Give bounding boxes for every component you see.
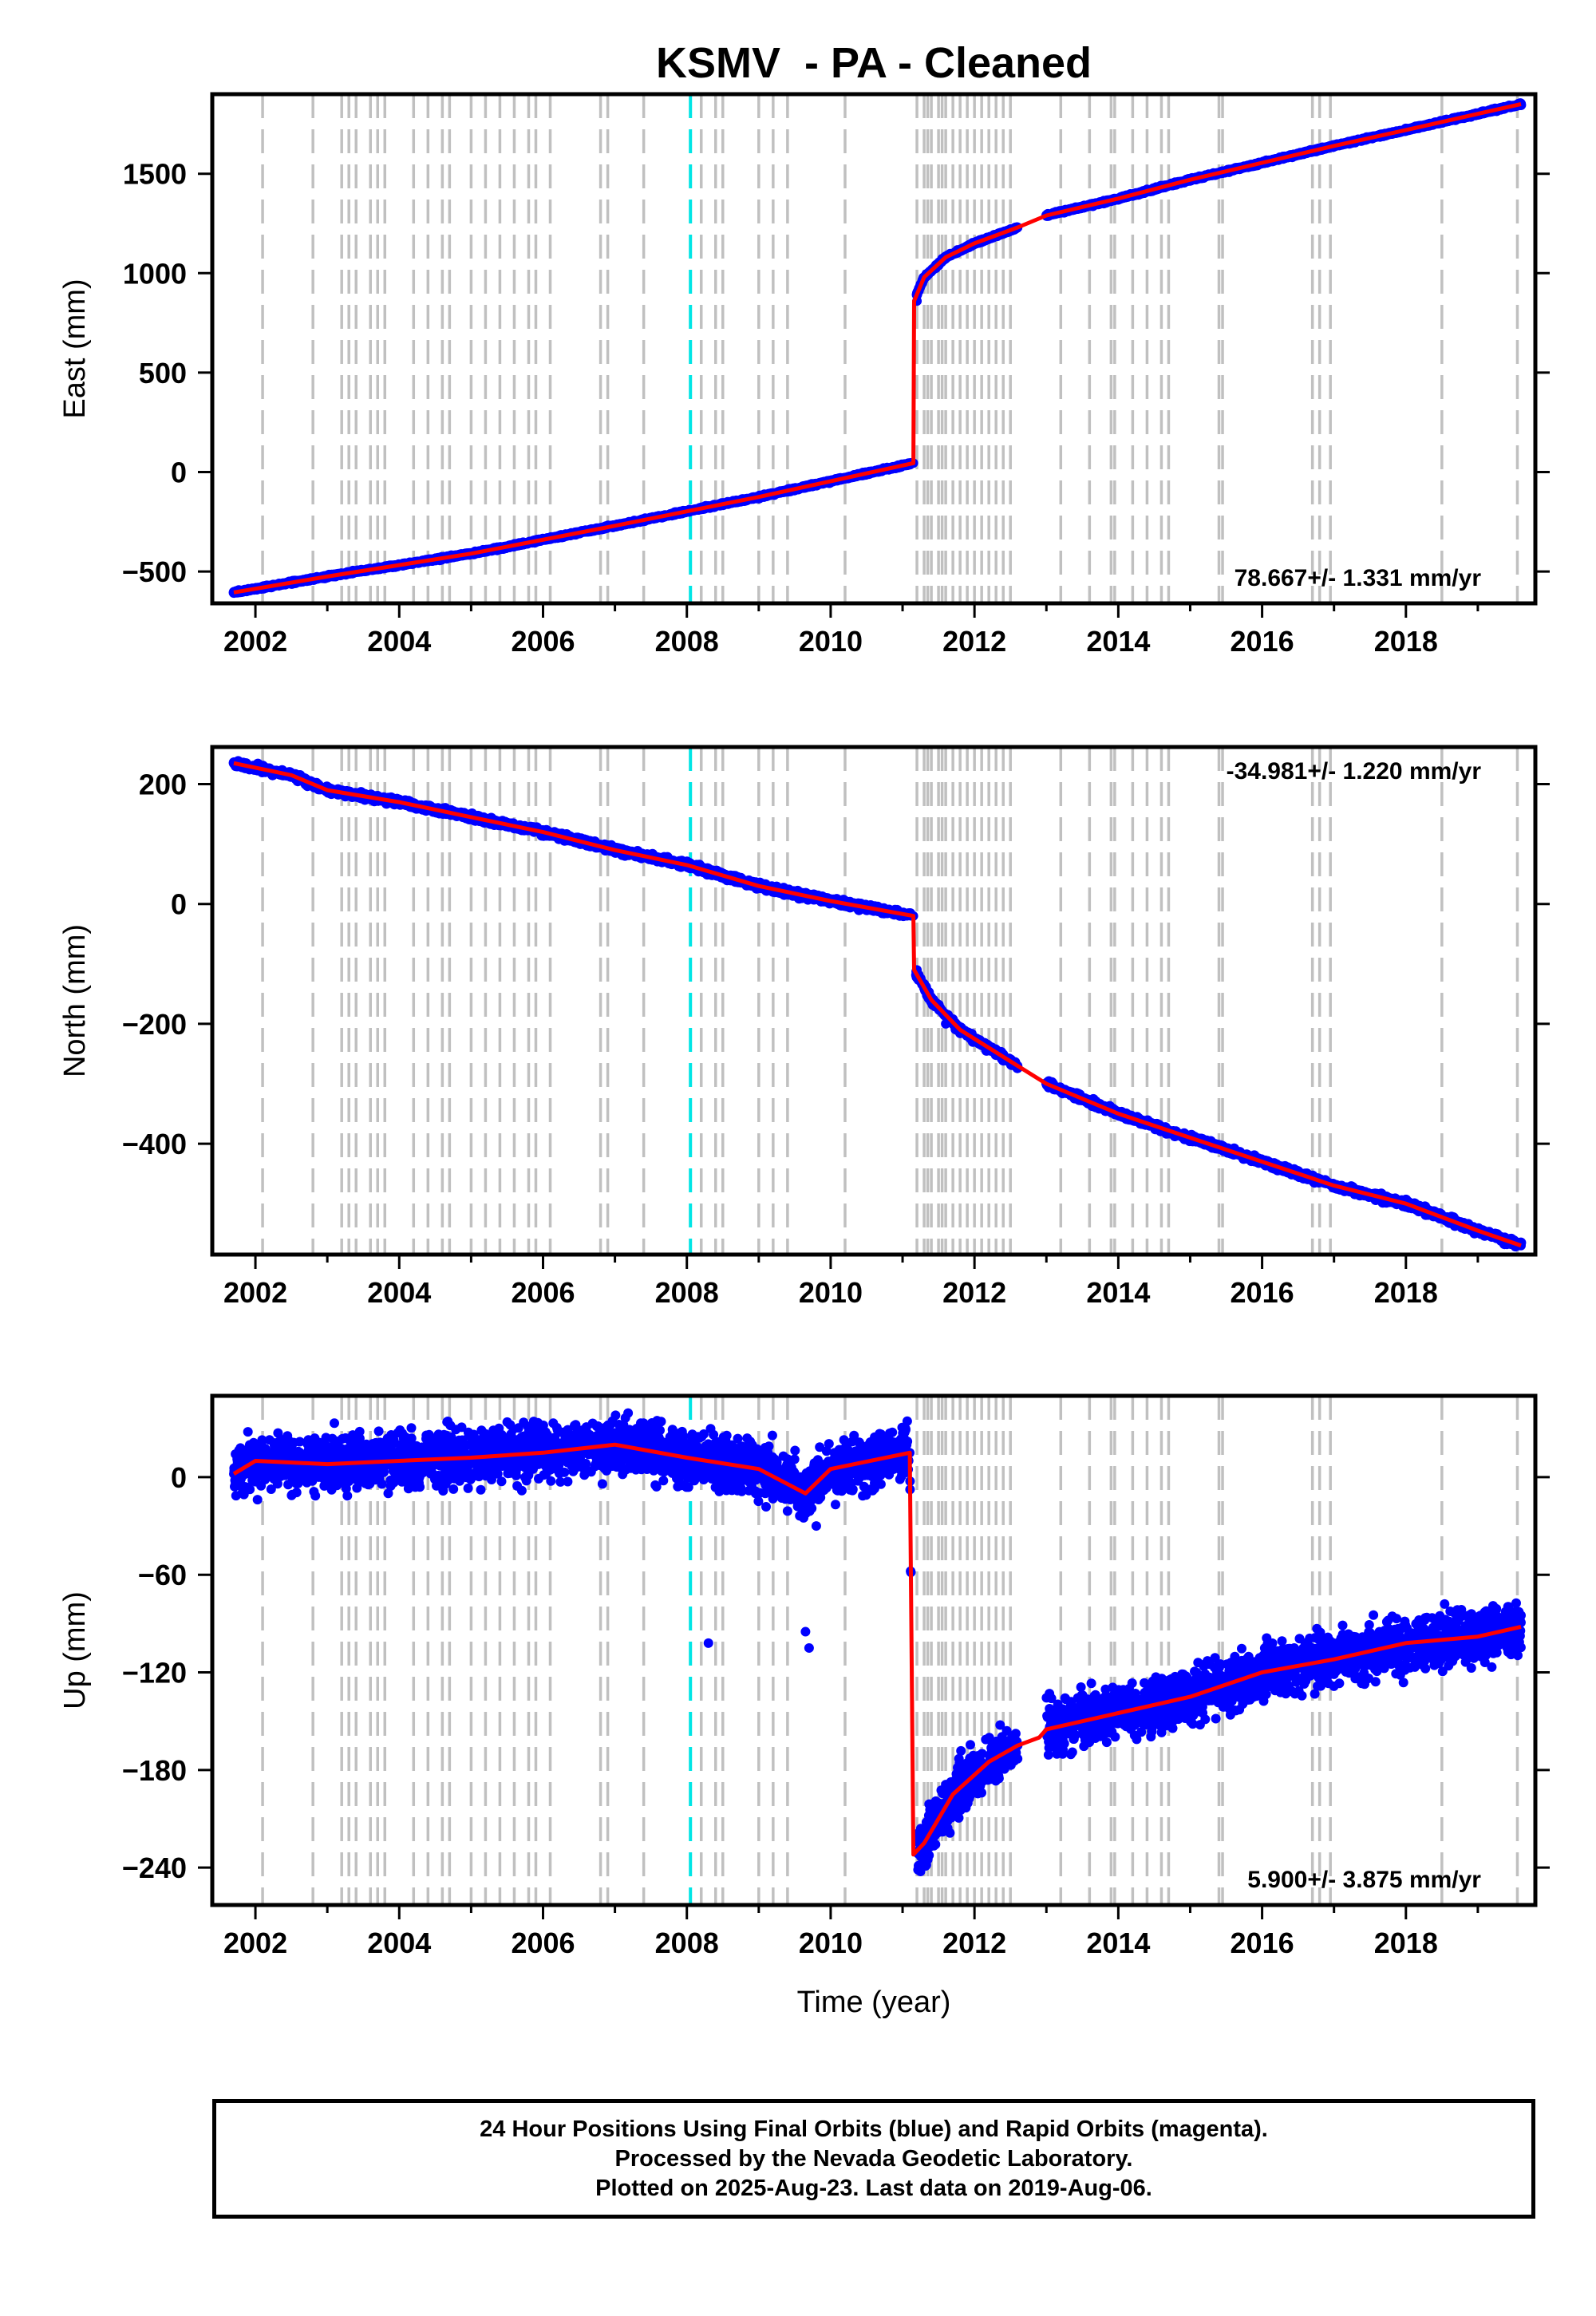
panel-north: 2002 2004 2006 2008 2010 2012 2014 2016 2018−400… [58,745,1550,1309]
y-tick-label: 1500 [123,158,187,191]
model-fit-line [233,102,1522,595]
x-tick-label: 2016 [1231,625,1294,658]
panel-east: 2002 2004 2006 2008 2010 2012 2014 2016 2018 −500… [58,92,1550,658]
y-tick-label: −500 [122,555,187,588]
panels: 2002 2004 2006 2008 2010 2012 2014 2016 2018 −500… [58,92,1550,2019]
x-tick-label: 2010 [799,625,863,658]
x-tick-label: 2004 [367,625,431,658]
y-tick-label: 500 [139,357,187,389]
y-tick-label: 0 [171,456,187,489]
x-tick-label: 2014 [1086,625,1150,658]
x-tick-label: 2018 [1374,625,1438,658]
rate-label: 78.667+/- 1.331 mm/yr [1235,565,1482,591]
figure-title: KSMV - PA - Cleaned [656,39,1092,87]
x-tick-label: 2012 [942,625,1006,658]
x-tick-label: 2002 [223,625,287,658]
event-markers [261,94,1519,603]
x-tick-label: 2008 [655,625,719,658]
y-axis-label: East (mm) [58,279,92,418]
plot-frame [210,92,1538,606]
x-tick-label: 2006 [511,625,575,658]
y-tick-label: 1000 [123,257,187,290]
